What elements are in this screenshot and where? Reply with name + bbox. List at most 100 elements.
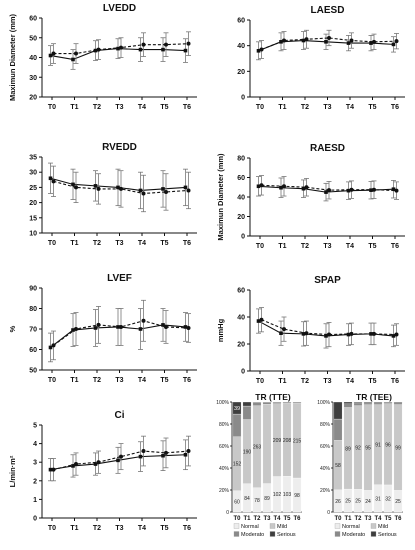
y-tick-label: 40% xyxy=(320,466,331,472)
y-tick-label: 4 xyxy=(33,441,37,448)
panel-title: TR (TEE) xyxy=(356,392,392,402)
series-solid xyxy=(48,162,188,210)
y-tick-label: 3 xyxy=(33,460,37,467)
data-point xyxy=(324,40,328,44)
x-tick-label: T1 xyxy=(344,516,352,522)
y-tick-label: 40% xyxy=(219,466,230,472)
x-tick-label: T5 xyxy=(368,104,376,111)
data-point xyxy=(304,37,309,42)
legend-label: Serious xyxy=(277,532,296,538)
data-point xyxy=(138,47,143,52)
x-tick-label: T2 xyxy=(93,104,101,111)
data-point xyxy=(394,39,399,44)
x-tick-label: T1 xyxy=(278,378,286,385)
data-point xyxy=(74,51,78,56)
y-tick-label: 50 xyxy=(29,35,37,42)
line-panel-spap: SPAP 0 20 40 60 T0 T1 T2 T3 T4 T5 T6 mmHg xyxy=(216,275,405,385)
data-point xyxy=(282,184,286,189)
y-tick-label: 60 xyxy=(237,288,245,295)
x-tick-label: T1 xyxy=(70,525,78,532)
bar-segment xyxy=(343,403,353,408)
y-tick-label: 5 xyxy=(33,423,37,430)
bar-value-label: 26 xyxy=(335,499,341,505)
bar-value-label: 89 xyxy=(345,446,351,452)
legend-swatch xyxy=(334,531,341,537)
bar-value-label: 103 xyxy=(283,492,292,498)
bar-segment xyxy=(232,413,242,437)
data-point xyxy=(119,324,123,329)
x-tick-label: T6 xyxy=(183,104,191,111)
bar-value-label: 58 xyxy=(335,463,341,469)
data-point xyxy=(116,185,120,190)
data-point xyxy=(186,449,191,454)
y-tick-label: 50 xyxy=(29,368,37,375)
x-tick-label: T4 xyxy=(346,243,354,250)
legend-swatch xyxy=(334,523,341,529)
data-point xyxy=(324,190,328,194)
data-point xyxy=(346,332,351,337)
data-point xyxy=(93,462,98,466)
line-panel-raesd: RAESD 0 20 40 60 80 T0 T1 T2 T3 T4 T5 T6 Maximun Diam… xyxy=(216,143,405,250)
x-tick-label: T4 xyxy=(138,377,146,384)
bar-value-label: 25 xyxy=(355,499,361,505)
bar-segment xyxy=(333,418,343,441)
bar-segment xyxy=(232,401,242,415)
data-point xyxy=(48,467,53,472)
data-point xyxy=(51,51,56,56)
series-dashed xyxy=(51,299,191,361)
data-point xyxy=(301,186,306,191)
data-point xyxy=(349,187,354,192)
data-point xyxy=(119,186,123,191)
x-tick-label: T0 xyxy=(256,104,264,111)
y-tick-label: 10 xyxy=(29,231,37,238)
bar-value-label: 31 xyxy=(375,496,381,502)
x-tick-label: T4 xyxy=(346,378,354,385)
series-dashed xyxy=(259,29,399,59)
data-point xyxy=(372,187,376,192)
data-point xyxy=(96,186,101,191)
data-point xyxy=(116,46,120,51)
data-point xyxy=(304,185,309,190)
series-solid xyxy=(256,308,396,349)
x-tick-label: T4 xyxy=(374,516,382,522)
y-axis-label: Maximun Diameter (mm) xyxy=(8,13,17,101)
data-point xyxy=(96,47,101,52)
data-point xyxy=(349,331,354,336)
bar-value-label: 78 xyxy=(254,498,260,504)
data-point xyxy=(161,187,165,191)
series-dashed xyxy=(259,307,399,348)
bar-value-label: 92 xyxy=(355,445,361,451)
x-tick-label: T5 xyxy=(283,516,291,522)
x-tick-label: T6 xyxy=(391,104,399,111)
y-tick-label: 20 xyxy=(29,95,37,102)
x-tick-label: T3 xyxy=(323,104,331,111)
y-tick-label: 25 xyxy=(29,185,37,192)
data-point xyxy=(346,188,351,193)
legend-label: Moderato xyxy=(241,532,264,538)
y-axis-label: mmHg xyxy=(216,318,225,342)
bar-segment xyxy=(343,401,353,404)
data-point xyxy=(74,462,78,467)
x-tick-label: T0 xyxy=(48,525,56,532)
series-dashed xyxy=(51,165,191,213)
x-tick-label: T6 xyxy=(183,377,191,384)
data-point xyxy=(119,45,123,50)
data-point xyxy=(183,325,188,329)
x-tick-label: T0 xyxy=(48,240,56,247)
bar-segment xyxy=(363,401,373,404)
x-tick-label: T5 xyxy=(384,516,392,522)
bar-segment xyxy=(292,402,302,404)
series-dashed xyxy=(51,31,191,64)
x-tick-label: T3 xyxy=(263,516,271,522)
legend-swatch xyxy=(233,523,240,529)
y-tick-label: 100% xyxy=(216,400,229,406)
bar-segment xyxy=(242,401,252,407)
data-point xyxy=(282,327,286,332)
data-point xyxy=(141,191,146,196)
data-point xyxy=(96,322,101,327)
x-tick-label: T3 xyxy=(115,525,123,532)
x-tick-label: T5 xyxy=(160,377,168,384)
data-point xyxy=(71,328,75,332)
bar-segment xyxy=(262,402,272,405)
